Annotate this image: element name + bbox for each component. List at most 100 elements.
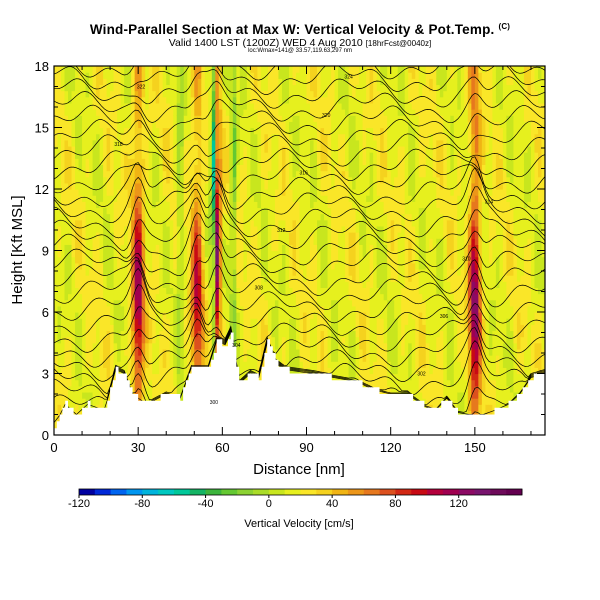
velocity-cell <box>148 287 153 295</box>
velocity-cell <box>106 275 111 282</box>
velocity-cell <box>187 213 192 221</box>
velocity-cell <box>334 225 339 233</box>
velocity-cell <box>61 84 66 92</box>
velocity-cell <box>120 312 125 319</box>
velocity-cell <box>310 342 315 350</box>
velocity-cell <box>243 318 248 325</box>
velocity-cell <box>292 238 297 245</box>
velocity-cell <box>327 244 332 252</box>
velocity-cell <box>152 293 157 301</box>
velocity-cell <box>253 361 259 368</box>
velocity-cell <box>243 281 248 288</box>
velocity-cell <box>103 355 108 362</box>
velocity-cell <box>169 102 174 110</box>
velocity-cell <box>264 268 269 276</box>
velocity-cell <box>61 379 66 387</box>
velocity-cell <box>229 256 234 264</box>
velocity-cell <box>232 139 237 147</box>
velocity-cell <box>78 102 83 110</box>
velocity-cell <box>120 90 125 98</box>
velocity-cell <box>127 281 132 288</box>
velocity-cell <box>169 318 174 325</box>
velocity-cell <box>317 189 322 196</box>
velocity-cell <box>75 78 80 86</box>
velocity-cell <box>306 225 311 233</box>
velocity-cell <box>54 102 59 110</box>
velocity-cell <box>310 293 315 301</box>
velocity-cell <box>341 152 346 159</box>
velocity-cell <box>117 96 122 104</box>
velocity-cell <box>211 225 216 233</box>
velocity-cell <box>257 102 262 110</box>
velocity-cell <box>61 176 66 184</box>
velocity-cell <box>229 213 234 221</box>
velocity-cell <box>148 244 153 252</box>
velocity-cell <box>274 244 280 252</box>
velocity-cell <box>306 275 311 282</box>
velocity-cell <box>78 145 83 153</box>
velocity-cell <box>243 127 248 135</box>
velocity-cell <box>92 182 97 190</box>
velocity-cell <box>331 115 336 122</box>
velocity-cell <box>239 318 244 325</box>
velocity-cell <box>288 238 294 245</box>
velocity-cell <box>162 189 167 196</box>
velocity-cell <box>295 102 301 110</box>
velocity-cell <box>127 102 132 110</box>
velocity-cell <box>285 348 290 356</box>
velocity-cell <box>306 109 311 116</box>
velocity-cell <box>173 158 178 165</box>
velocity-cell <box>295 127 301 135</box>
velocity-cell <box>148 78 153 86</box>
velocity-cell <box>82 109 87 116</box>
velocity-cell <box>253 170 259 178</box>
velocity-cell <box>211 170 216 178</box>
velocity-cell <box>159 281 164 288</box>
velocity-cell <box>117 90 122 98</box>
velocity-cell <box>197 66 202 73</box>
velocity-cell <box>110 312 115 319</box>
velocity-cell <box>148 213 153 221</box>
velocity-cell <box>71 121 76 129</box>
velocity-cell <box>141 102 146 110</box>
velocity-cell <box>138 250 143 258</box>
velocity-cell <box>75 84 80 92</box>
velocity-cell <box>222 90 227 98</box>
velocity-cell <box>334 145 339 153</box>
velocity-cell <box>113 158 118 165</box>
velocity-cell <box>117 232 122 239</box>
velocity-cell <box>61 385 66 393</box>
velocity-cell <box>110 336 115 344</box>
velocity-cell <box>162 293 167 301</box>
velocity-cell <box>82 84 87 92</box>
velocity-cell <box>57 201 62 209</box>
velocity-cell <box>197 225 202 233</box>
velocity-cell <box>218 84 223 92</box>
velocity-cell <box>338 66 343 73</box>
velocity-cell <box>162 145 167 153</box>
velocity-cell <box>243 109 248 116</box>
velocity-cell <box>295 207 301 215</box>
velocity-cell <box>331 139 336 147</box>
velocity-cell <box>260 219 266 227</box>
velocity-cell <box>173 96 178 104</box>
velocity-cell <box>260 102 266 110</box>
velocity-cell <box>89 385 94 393</box>
velocity-cell <box>61 244 66 252</box>
velocity-cell <box>313 201 318 209</box>
velocity-cell <box>187 281 192 288</box>
velocity-cell <box>75 66 80 73</box>
velocity-cell <box>225 90 230 98</box>
velocity-cell <box>310 152 315 159</box>
velocity-cell <box>103 66 108 73</box>
velocity-cell <box>271 195 276 202</box>
velocity-cell <box>124 355 129 362</box>
velocity-cell <box>295 232 301 239</box>
velocity-cell <box>310 232 315 239</box>
velocity-cell <box>110 244 115 252</box>
velocity-cell <box>194 133 199 141</box>
velocity-cell <box>57 404 62 411</box>
velocity-cell <box>310 195 315 202</box>
velocity-cell <box>106 250 111 258</box>
velocity-cell <box>306 287 311 295</box>
